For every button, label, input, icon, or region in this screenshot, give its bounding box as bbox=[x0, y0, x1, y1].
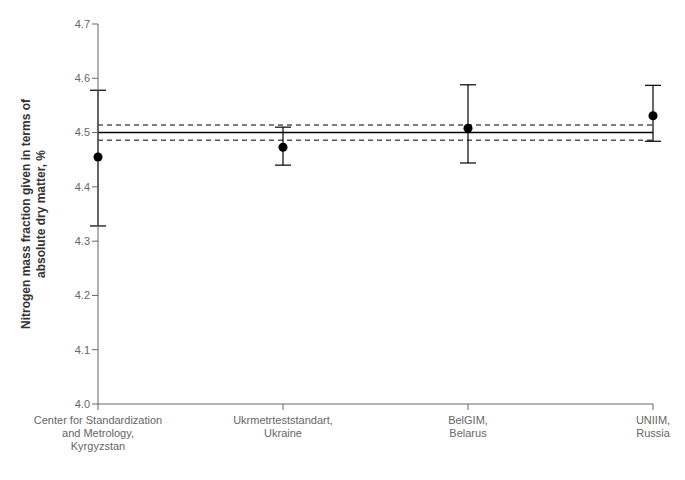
svg-text:4.7: 4.7 bbox=[75, 18, 90, 30]
svg-text:UNIIM,Russia: UNIIM,Russia bbox=[636, 414, 671, 439]
svg-text:4.1: 4.1 bbox=[75, 344, 90, 356]
svg-text:Nitrogen mass fraction given i: Nitrogen mass fraction given in terms of… bbox=[19, 98, 48, 329]
svg-text:4.4: 4.4 bbox=[75, 181, 90, 193]
svg-text:BelGIM,Belarus: BelGIM,Belarus bbox=[448, 414, 488, 439]
svg-text:Ukrmetrteststandart,Ukraine: Ukrmetrteststandart,Ukraine bbox=[233, 414, 333, 439]
svg-text:4.0: 4.0 bbox=[75, 398, 90, 410]
svg-text:4.3: 4.3 bbox=[75, 235, 90, 247]
svg-text:4.2: 4.2 bbox=[75, 289, 90, 301]
svg-text:4.6: 4.6 bbox=[75, 72, 90, 84]
svg-text:4.5: 4.5 bbox=[75, 126, 90, 138]
svg-text:Center for Standardizationand: Center for Standardizationand Metrology,… bbox=[34, 414, 162, 452]
